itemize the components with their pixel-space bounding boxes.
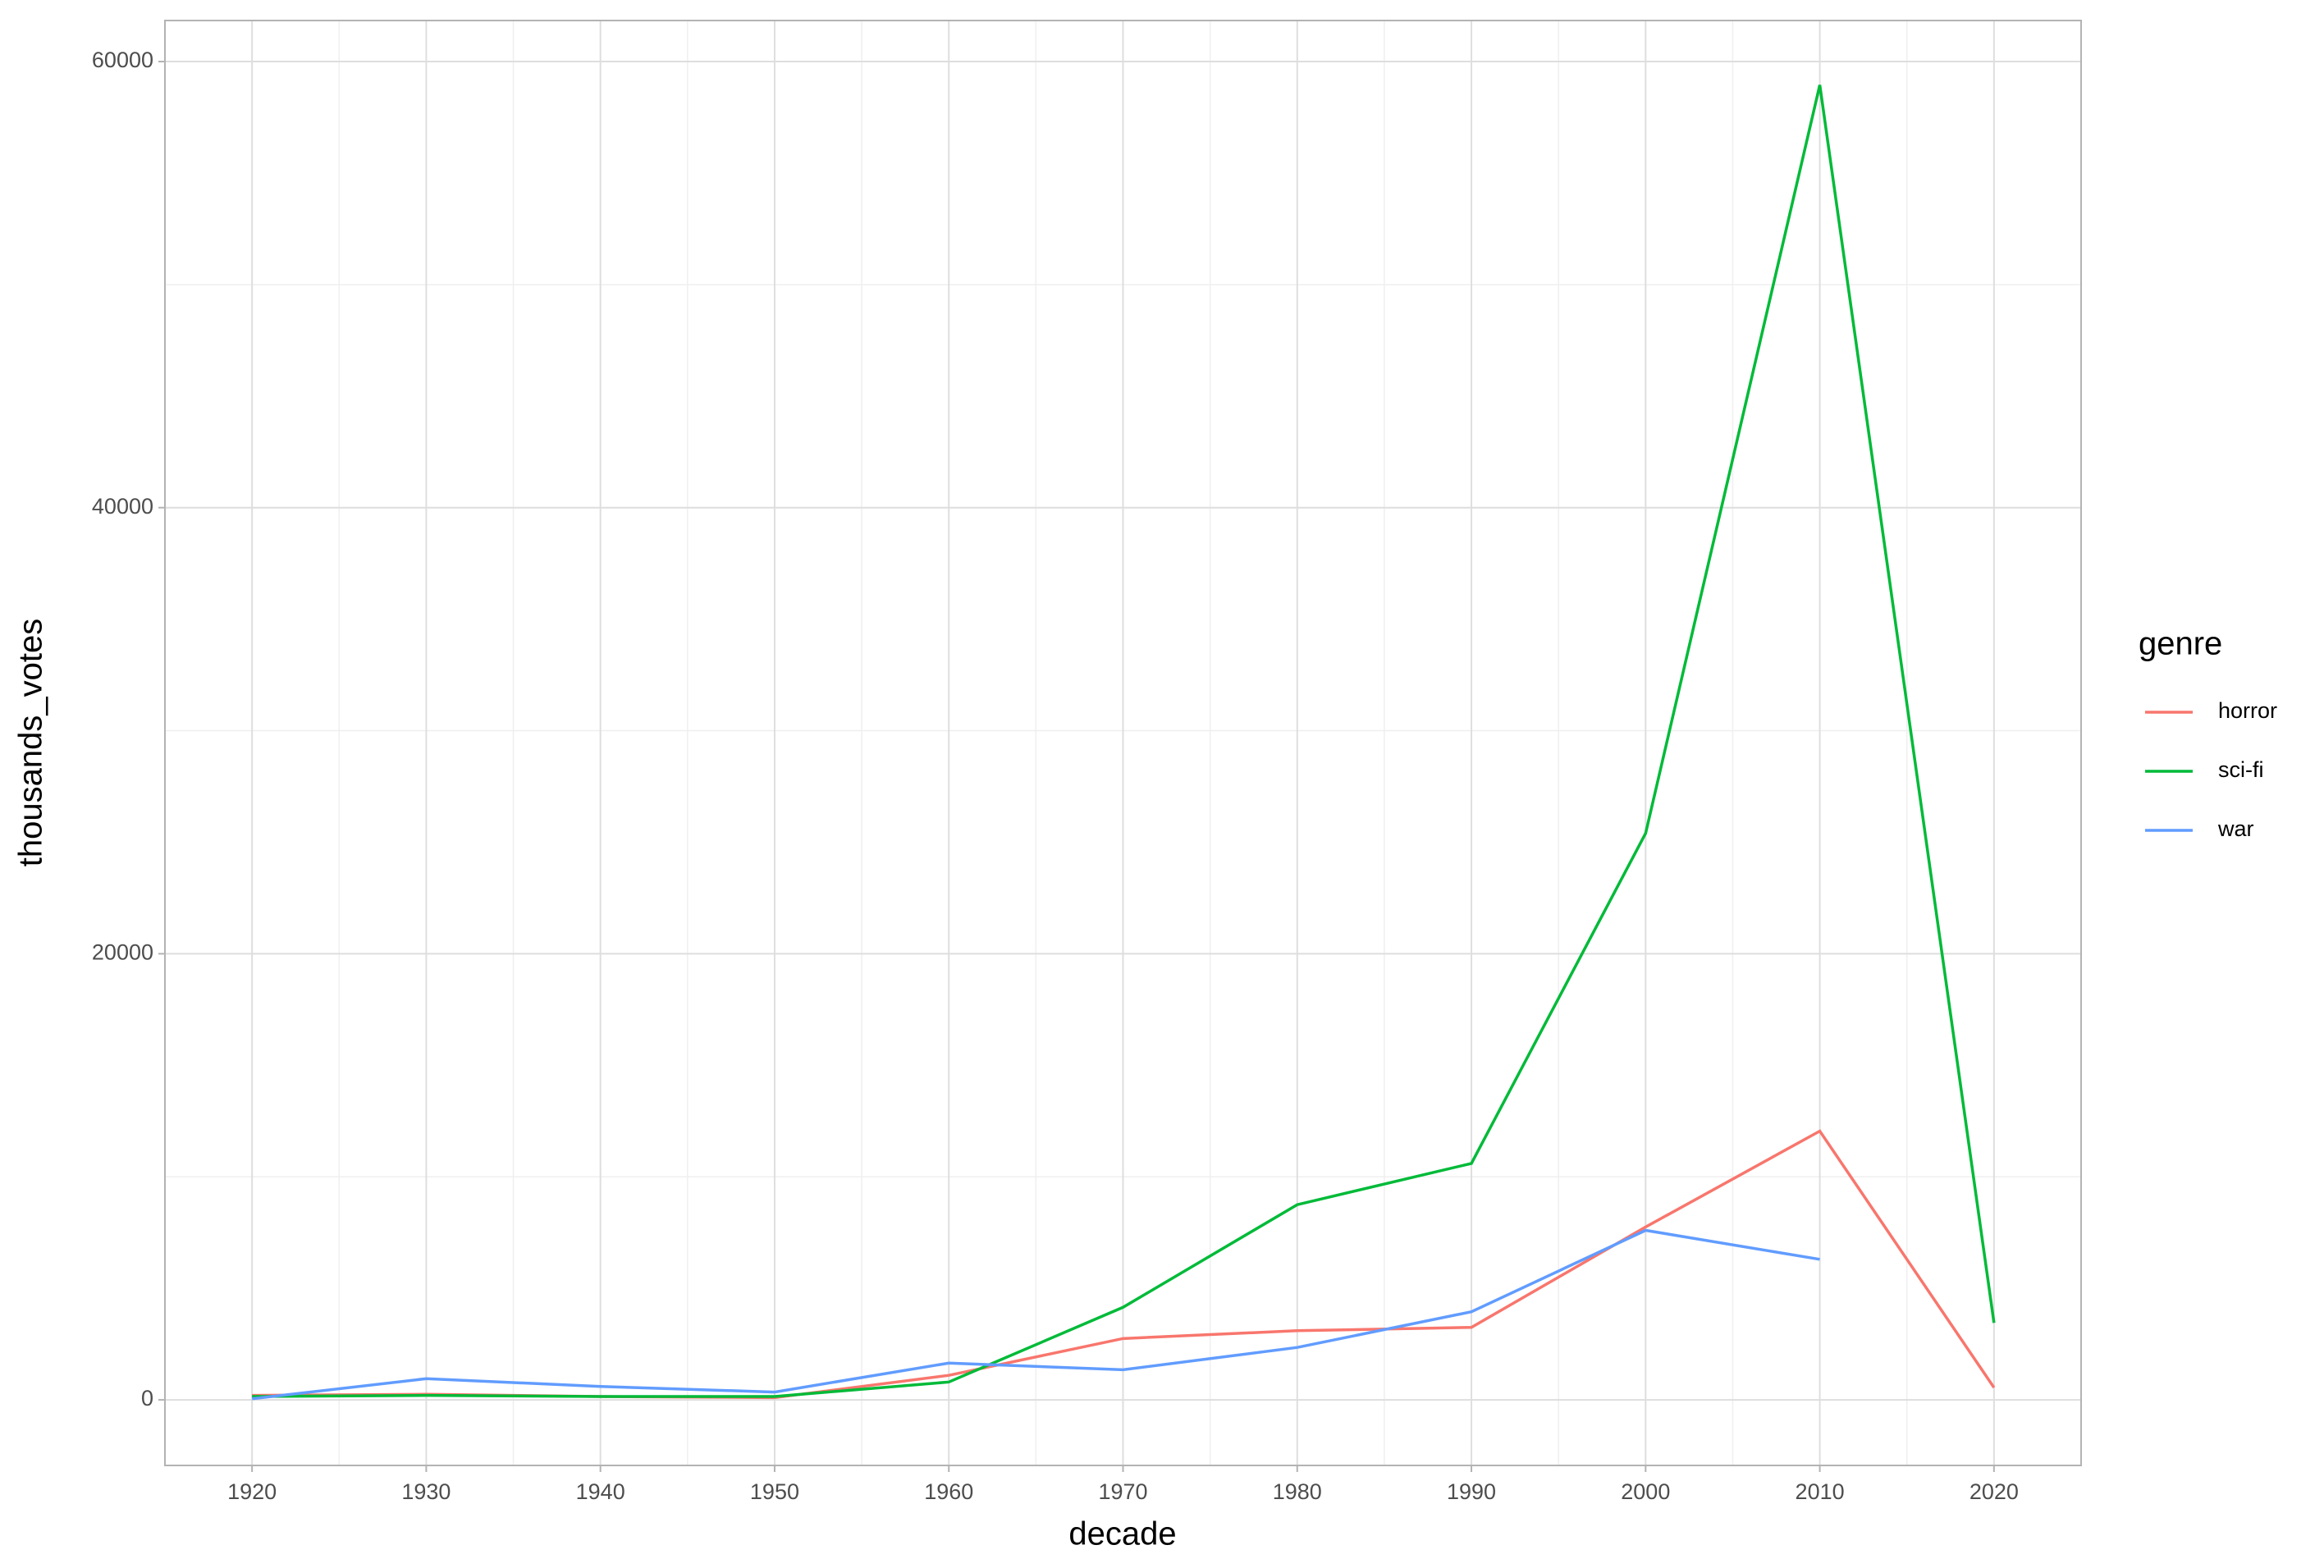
line-series <box>252 85 1996 1398</box>
legend-label: horror <box>2218 698 2277 723</box>
x-tick-label: 1970 <box>1098 1479 1147 1504</box>
y-axis-title: thousands_votes <box>13 619 49 866</box>
x-tick-label: 2000 <box>1621 1479 1670 1504</box>
y-tick-label: 60000 <box>92 48 153 72</box>
x-tick-label: 1930 <box>401 1479 451 1504</box>
y-tick-label: 40000 <box>92 494 153 519</box>
y-tick-label: 0 <box>141 1386 153 1410</box>
legend-label: sci-fi <box>2218 757 2264 782</box>
x-tick-label: 1920 <box>227 1479 277 1504</box>
x-tick-label: 1980 <box>1273 1479 1322 1504</box>
y-tick-label: 20000 <box>92 940 153 965</box>
x-tick-label: 2020 <box>1969 1479 2019 1504</box>
x-tick-label: 2010 <box>1796 1479 1845 1504</box>
x-tick-label: 1960 <box>924 1479 973 1504</box>
x-tick-label: 1990 <box>1447 1479 1496 1504</box>
x-axis-title: decade <box>1068 1516 1176 1552</box>
x-tick-label: 1940 <box>576 1479 625 1504</box>
panel-border <box>164 20 2082 1466</box>
legend-label: war <box>2217 816 2254 841</box>
line-series <box>251 1228 1820 1401</box>
x-tick-label: 1950 <box>750 1479 799 1504</box>
legend-title: genre <box>2139 626 2222 662</box>
